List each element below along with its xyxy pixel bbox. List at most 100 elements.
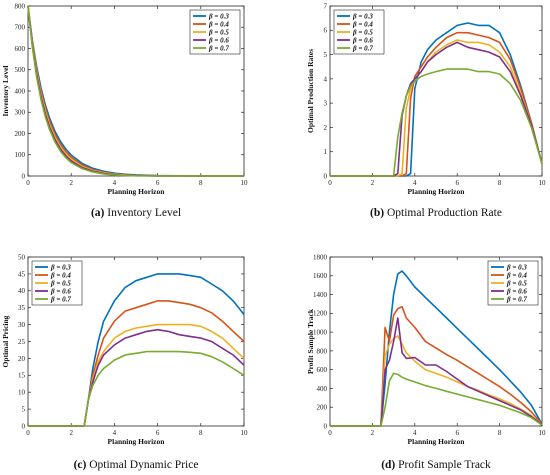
legend-entry: β = 0.6 (506, 287, 527, 295)
y-tick-label: 2 (324, 124, 328, 132)
y-tick-label: 50 (18, 253, 26, 261)
x-tick-label: 2 (69, 179, 73, 187)
x-tick-label: 8 (199, 179, 203, 187)
caption-letter: (c) (74, 459, 87, 471)
legend-entry: β = 0.3 (352, 12, 373, 20)
x-tick-label: 8 (498, 179, 502, 187)
y-tick-label: 4 (324, 75, 328, 83)
y-tick-label: 1600 (313, 272, 328, 280)
y-tick-label: 20 (18, 355, 26, 363)
y-tick-label: 3 (324, 100, 328, 108)
y-tick-label: 40 (18, 287, 26, 295)
caption-letter: (b) (370, 207, 384, 219)
caption-text: Optimal Dynamic Price (86, 459, 198, 471)
legend-entry: β = 0.3 (506, 263, 527, 271)
x-tick-label: 2 (69, 429, 73, 437)
y-tick-label: 0 (22, 172, 26, 180)
series-line-3 (330, 39, 543, 177)
legend-entry: β = 0.7 (50, 295, 71, 303)
x-axis-label: Planning Horizon (108, 187, 166, 196)
y-tick-label: 300 (15, 109, 26, 117)
x-axis-label: Planning Horizon (408, 187, 466, 196)
series-line-5 (28, 350, 245, 427)
x-tick-label: 10 (539, 179, 547, 187)
y-tick-label: 1 (324, 148, 328, 156)
legend: β = 0.3β = 0.4β = 0.5β = 0.6β = 0.7 (333, 9, 385, 55)
y-tick-label: 5 (324, 51, 328, 59)
x-tick-label: 4 (413, 179, 417, 187)
series-line-5 (330, 68, 543, 177)
y-tick-label: 0 (324, 422, 328, 430)
y-tick-label: 10 (18, 389, 26, 397)
legend-entry: β = 0.6 (352, 36, 373, 44)
x-tick-label: 6 (455, 429, 459, 437)
x-tick-label: 8 (498, 429, 502, 437)
caption-text: Optimal Production Rate (384, 207, 502, 219)
x-tick-label: 2 (371, 429, 375, 437)
y-tick-label: 15 (18, 372, 26, 380)
legend-entry: β = 0.6 (208, 36, 229, 44)
caption-letter: (d) (381, 459, 395, 471)
legend-entry: β = 0.7 (506, 295, 527, 303)
legend: β = 0.3β = 0.4β = 0.5β = 0.6β = 0.7 (31, 260, 83, 306)
y-tick-label: 600 (317, 366, 328, 374)
y-tick-label: 200 (15, 130, 26, 138)
x-tick-label: 10 (539, 429, 547, 437)
legend-entry: β = 0.7 (352, 44, 373, 52)
caption-letter: (a) (91, 207, 105, 219)
panel-caption: (b) Optimal Production Rate (370, 207, 502, 219)
y-tick-label: 7 (324, 2, 328, 10)
caption-text: Profit Sample Track (395, 459, 491, 471)
series-line-2 (330, 305, 543, 427)
caption-text: Inventory Level (104, 207, 181, 219)
legend-entry: β = 0.5 (50, 279, 71, 287)
chart-panel-4: 0 2 4 6 8 10 0 200 400 600 800 1000 1200 1400 1600 1800… (306, 253, 546, 446)
x-axis-label: Planning Horizon (408, 437, 466, 446)
legend-entry: β = 0.4 (208, 20, 229, 28)
series-line-5 (330, 372, 543, 427)
legend-entry: β = 0.3 (208, 12, 229, 20)
x-axis-label: Planning Horizon (108, 437, 166, 446)
y-tick-label: 35 (18, 304, 26, 312)
y-tick-label: 500 (15, 66, 26, 74)
chart-panel-1: 0 2 4 6 8 100100200300400500600700800Planning… (1, 2, 248, 196)
x-tick-label: 10 (241, 179, 249, 187)
y-tick-label: 100 (15, 151, 26, 159)
chart-panel-2: 0 2 4 6 8 10 0 1 2 3 4 5 6 7 Planning Horizon Optimal P… (306, 2, 546, 196)
series-line-5 (27, 5, 244, 177)
panel-caption: (c) Optimal Dynamic Price (74, 459, 199, 471)
series-line-3 (28, 323, 245, 427)
x-tick-label: 4 (113, 429, 117, 437)
y-tick-label: 800 (15, 2, 26, 10)
chart-panel-3: 0 2 4 6 8 10 0 5 10 15 20 25 30 35 40 45 50 Planning Hori… (1, 253, 248, 446)
legend-entry: β = 0.7 (208, 44, 229, 52)
x-tick-label: 10 (241, 429, 249, 437)
y-tick-label: 400 (317, 385, 328, 393)
x-tick-label: 4 (113, 179, 117, 187)
legend-entry: β = 0.5 (208, 28, 229, 36)
series-line-1 (330, 270, 543, 427)
y-axis-label: Optimal Pricing (1, 315, 10, 367)
legend-entry: β = 0.3 (50, 263, 71, 271)
y-tick-label: 1800 (313, 253, 328, 261)
y-tick-label: 0 (22, 422, 26, 430)
plot-area-frame (329, 5, 543, 177)
y-tick-label: 600 (15, 45, 26, 53)
y-tick-label: 1000 (313, 329, 328, 337)
y-tick-label: 200 (317, 404, 328, 412)
series-line-2 (28, 300, 245, 427)
y-tick-label: 700 (15, 24, 26, 32)
series-line-4 (330, 317, 543, 427)
y-tick-label: 1200 (313, 310, 328, 318)
y-axis-label: Optimal Production Rates (306, 49, 315, 133)
legend-entry: β = 0.4 (50, 271, 71, 279)
y-axis-label: Inventory Level (1, 65, 10, 116)
y-tick-label: 400 (15, 87, 26, 95)
y-tick-label: 800 (317, 347, 328, 355)
y-tick-label: 1400 (313, 291, 328, 299)
legend-entry: β = 0.5 (506, 279, 527, 287)
x-tick-label: 6 (156, 429, 160, 437)
x-tick-label: 0 (328, 179, 332, 187)
y-tick-label: 5 (22, 406, 26, 414)
